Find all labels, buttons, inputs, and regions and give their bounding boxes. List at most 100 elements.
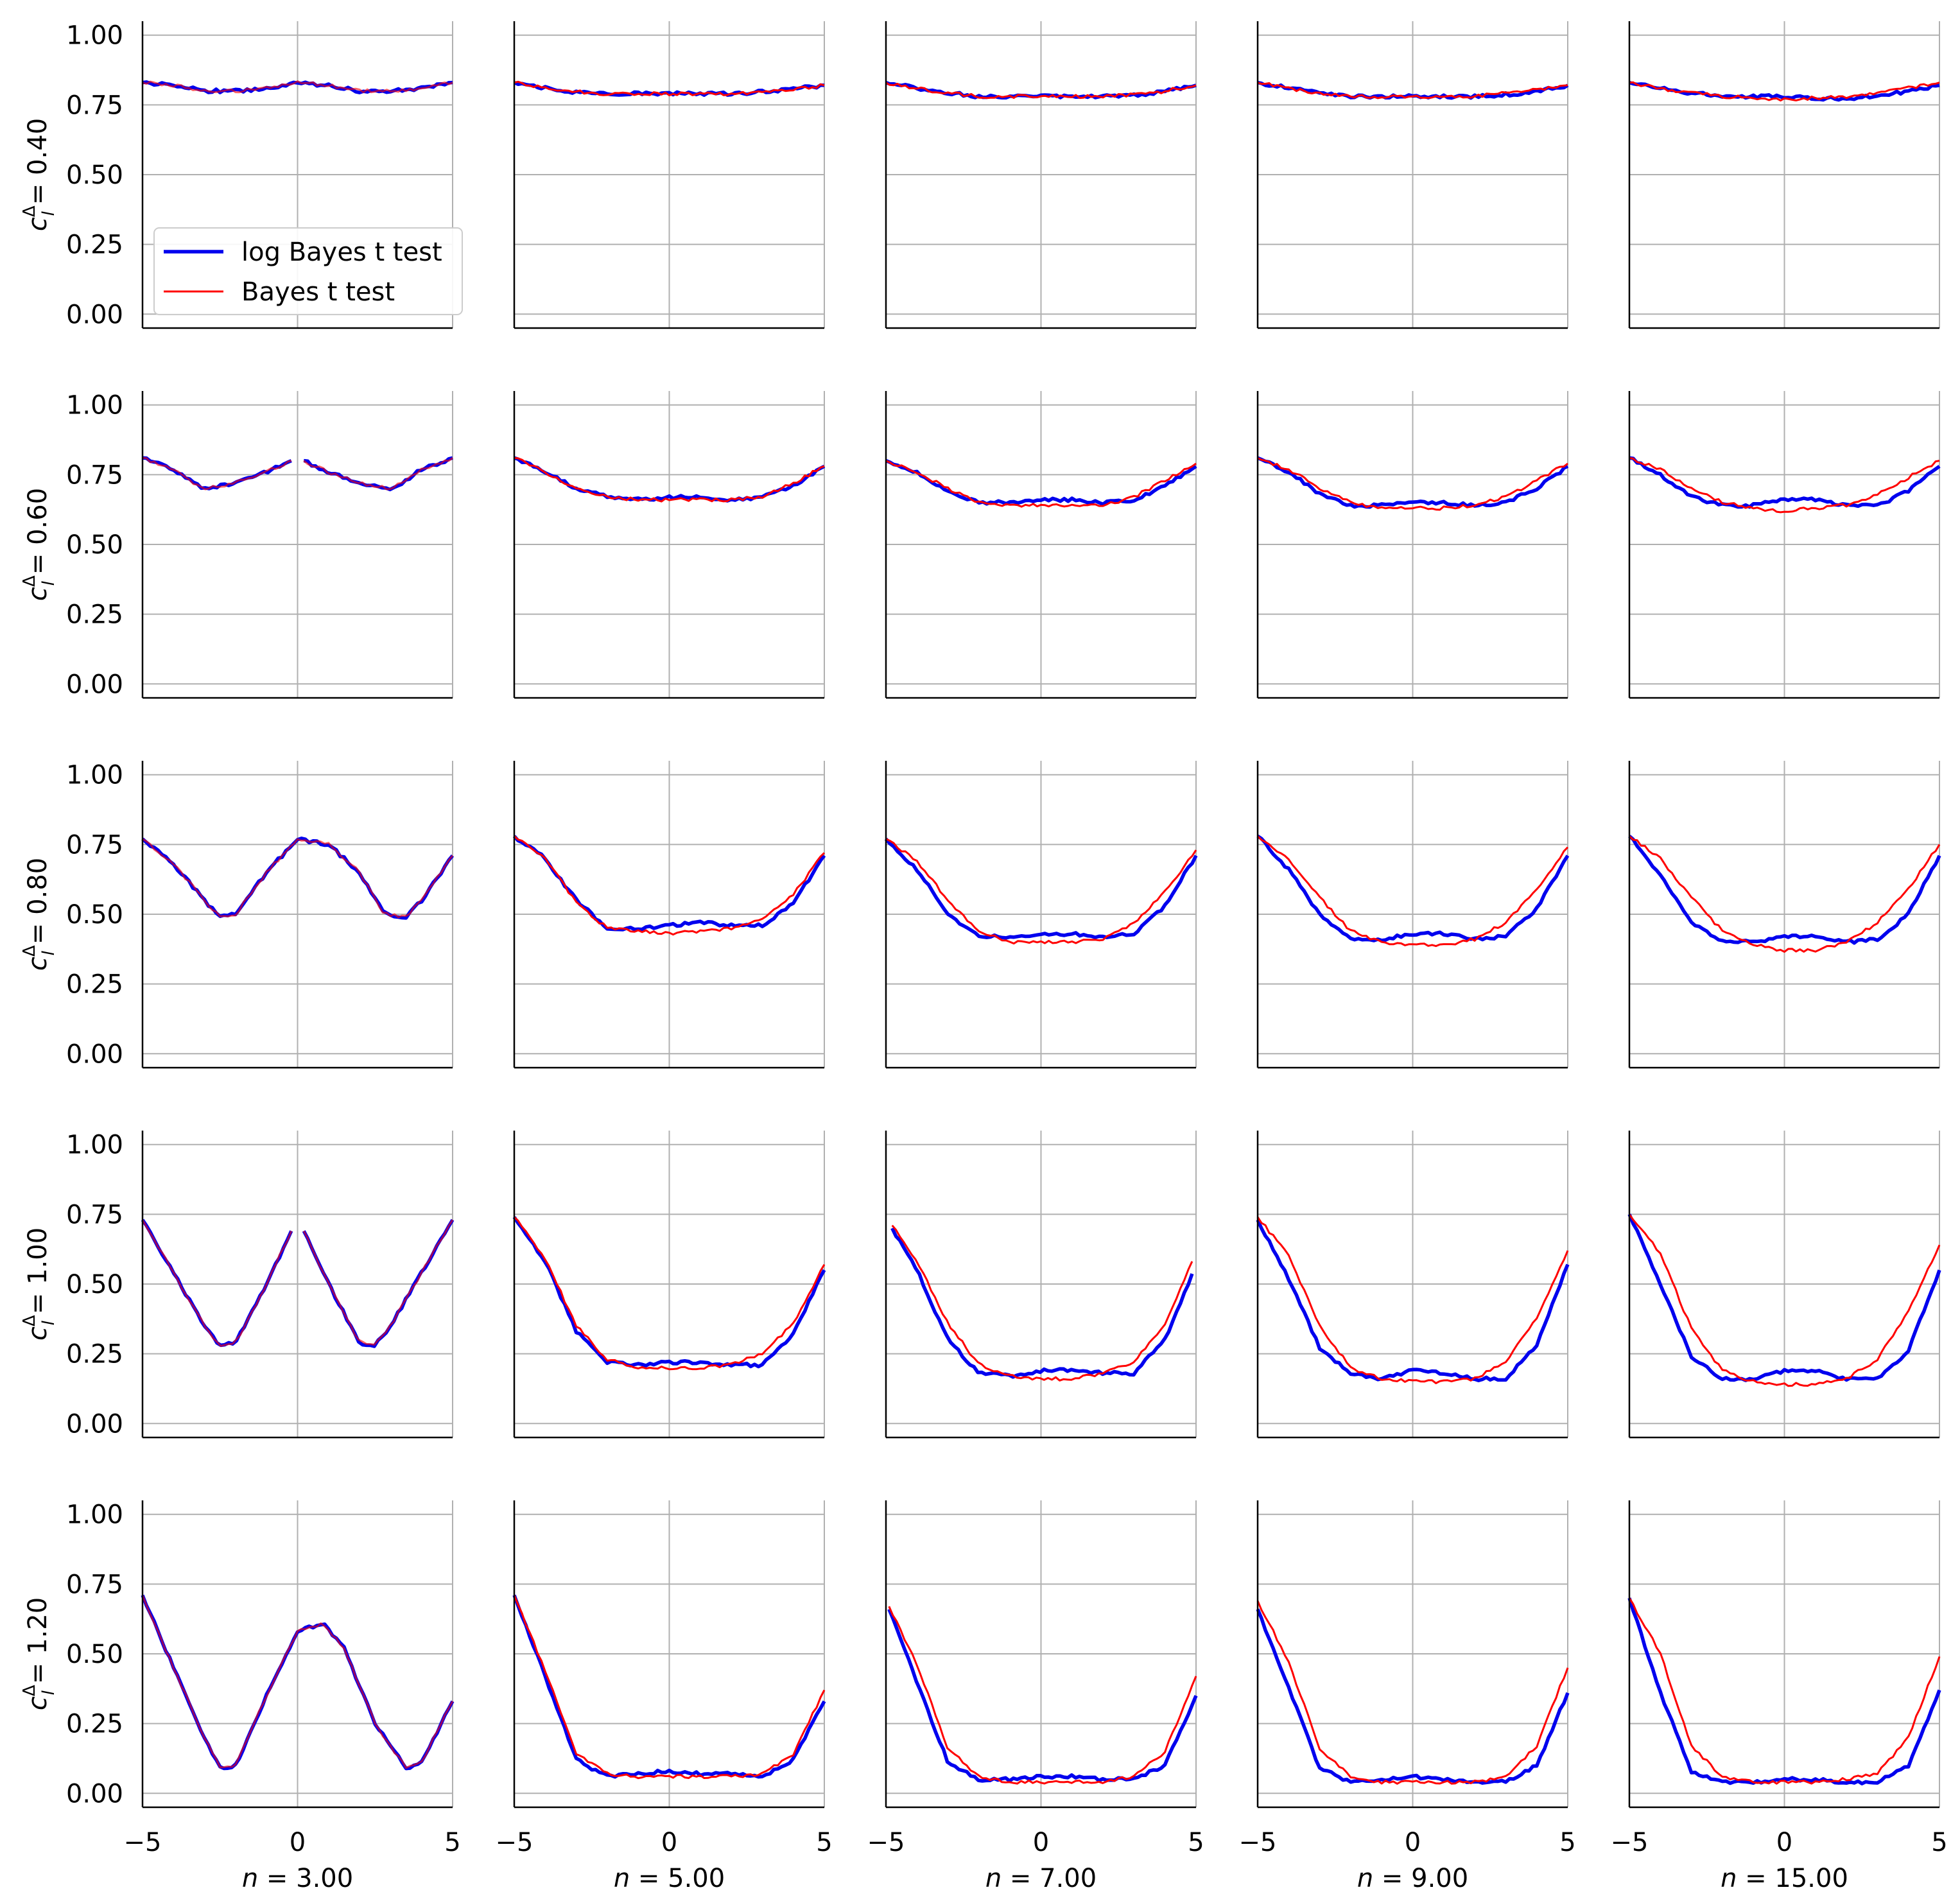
y-tick-label: 0.75 (66, 1200, 123, 1229)
panel-r2-c1: 0.00 0.25 0.50 0.75 1.00 cΔl= 0.60 (20, 391, 453, 699)
series-line-bayes (1256, 1216, 1569, 1384)
y-tick-label: 1.00 (66, 761, 123, 790)
series-line-log-bayes (890, 1227, 1194, 1379)
row-label: cΔl= 1.00 (20, 1228, 58, 1341)
x-tick-label: 5 (1559, 1828, 1575, 1857)
series-line-log-bayes (885, 459, 1197, 507)
panel-r4-c2 (512, 1131, 826, 1439)
panel-r1-c4 (1256, 21, 1569, 329)
series-line-log-bayes (1256, 456, 1569, 509)
panel-r1-c1: 0.00 0.25 0.50 0.75 1.00 cΔl= 0.40 (20, 21, 453, 329)
series-line-bayes (1628, 835, 1941, 953)
series-line-bayes (1628, 1213, 1941, 1387)
series-line-log-bayes (887, 1608, 1198, 1783)
x-tick-label: 0 (661, 1828, 677, 1857)
y-tick-label: 1.00 (66, 391, 123, 421)
series-line-bayes (885, 838, 1197, 945)
column-label: n = 7.00 (985, 1864, 1097, 1893)
panel-r3-c5 (1628, 761, 1941, 1069)
legend-box (153, 227, 463, 315)
legend: log Bayes t test Bayes t test (153, 227, 463, 315)
x-tick-label: −5 (496, 1828, 533, 1857)
series-line-bayes (885, 460, 1197, 508)
x-tick-label: 0 (1776, 1828, 1792, 1857)
series-line-bayes (142, 838, 454, 919)
panel-r1-c5 (1628, 21, 1940, 329)
panel-r5-c3: −5 0 5 n = 7.00 (867, 1500, 1204, 1893)
series-line-log-bayes (512, 1594, 826, 1779)
panel-r2-c2 (513, 391, 826, 699)
series-line-bayes (1629, 81, 1940, 102)
x-tick-label: 5 (1931, 1828, 1947, 1857)
series-line-log-bayes (1629, 456, 1941, 509)
series-line-bayes (1256, 835, 1569, 948)
x-tick-label: 0 (1033, 1828, 1049, 1857)
legend-entry: log Bayes t test (241, 238, 442, 267)
y-tick-label: 1.00 (66, 1500, 123, 1530)
series-line-bayes (1256, 1600, 1569, 1785)
panel-r5-c1: 0.00 0.25 0.50 0.75 1.00 cΔl= 1.20 −5 0 5 n = 3.0… (20, 1500, 461, 1893)
panel-r4-c3 (885, 1131, 1197, 1439)
panel-r3-c2 (512, 761, 826, 1069)
series-line-bayes (513, 1595, 826, 1780)
series-line-bayes (1629, 456, 1940, 514)
legend-entry: Bayes t test (241, 277, 395, 307)
y-tick-label: 0.00 (66, 1039, 123, 1069)
row-label: cΔl= 0.60 (20, 488, 58, 601)
row-label: cΔl= 1.20 (20, 1597, 58, 1710)
panel-r4-c4 (1256, 1131, 1570, 1439)
x-tick-label: −5 (1239, 1828, 1277, 1857)
panel-r1-c3 (885, 21, 1197, 329)
x-tick-label: −5 (1611, 1828, 1649, 1857)
x-tick-label: 5 (1188, 1828, 1204, 1857)
y-tick-label: 0.25 (66, 970, 123, 1000)
x-tick-label: 0 (290, 1828, 306, 1857)
series-line-log-bayes (512, 1216, 826, 1369)
y-tick-label: 0.75 (66, 460, 123, 490)
panel-r1-c2 (513, 21, 825, 329)
series-line-bayes (142, 456, 292, 490)
series-line-bayes (1628, 1597, 1941, 1785)
panel-r2-c3 (885, 391, 1197, 699)
y-tick-label: 0.75 (66, 91, 123, 120)
panel-r2-c4 (1256, 391, 1569, 699)
series-line-bayes-right (303, 457, 453, 490)
series-line-bayes (142, 80, 453, 94)
series-line-log-bayes (884, 837, 1198, 940)
series-line-bayes (1257, 456, 1568, 511)
series-line-bayes-right (302, 1219, 454, 1346)
column-label: n = 15.00 (1721, 1864, 1848, 1893)
y-tick-label: 0.50 (66, 1640, 123, 1669)
column-label: n = 9.00 (1357, 1864, 1468, 1893)
series-line-log-bayes (1627, 1213, 1941, 1382)
series-line-log-bayes (514, 456, 826, 503)
series-line-bayes (891, 1224, 1193, 1382)
column-label: n = 3.00 (242, 1864, 353, 1893)
x-tick-label: 5 (816, 1828, 832, 1857)
series-line-log-bayes (1256, 1608, 1570, 1785)
panel-grid: 0.00 0.25 0.50 0.75 1.00 cΔl= 0.40 0.00 0.25 0.5… (20, 21, 1948, 1893)
panel-r5-c2: −5 0 5 n = 5.00 (496, 1500, 833, 1893)
panel-r3-c4 (1256, 761, 1570, 1069)
y-tick-label: 0.00 (66, 1409, 123, 1439)
y-tick-label: 0.00 (66, 300, 123, 329)
panel-r2-c5 (1628, 391, 1941, 699)
series-line-log-bayes (885, 81, 1197, 100)
series-line-bayes (514, 80, 825, 96)
x-tick-label: −5 (867, 1828, 905, 1857)
series-line-bayes (888, 1606, 1197, 1785)
series-line-bayes (885, 82, 1197, 100)
x-tick-label: 5 (444, 1828, 460, 1857)
column-label: n = 5.00 (614, 1864, 725, 1893)
series-line-log-bayes (1628, 835, 1941, 945)
row-label: cΔl= 0.40 (20, 118, 58, 231)
series-line-bayes (513, 835, 826, 936)
y-tick-label: 0.25 (66, 1710, 123, 1739)
y-tick-label: 1.00 (66, 21, 123, 51)
series-line-bayes (514, 456, 825, 503)
panel-r5-c5: −5 0 5 n = 15.00 (1611, 1500, 1948, 1893)
panel-r3-c3 (884, 761, 1198, 1069)
y-tick-label: 0.50 (66, 1270, 123, 1299)
x-tick-label: 0 (1405, 1828, 1421, 1857)
